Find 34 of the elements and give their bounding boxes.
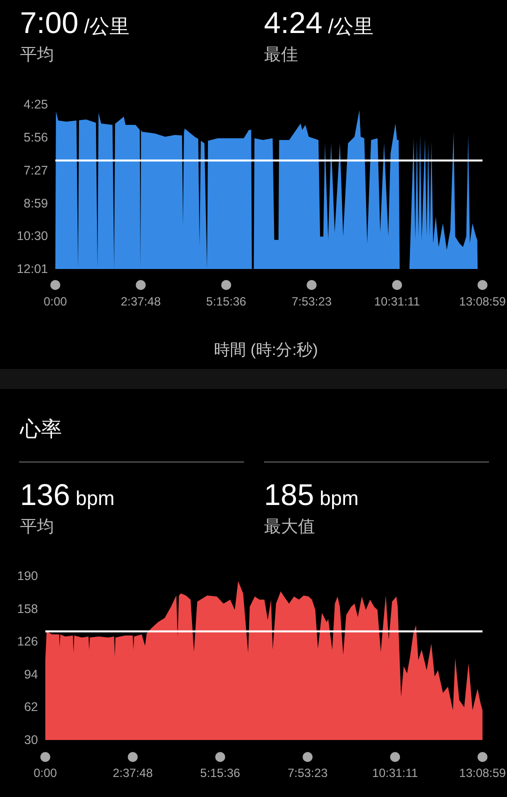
ytick: 30: [24, 733, 38, 747]
stat-label: 平均: [20, 45, 54, 64]
stat-label: 最大值: [264, 517, 315, 536]
stat-label: 平均: [20, 517, 54, 536]
ytick: 62: [24, 700, 38, 714]
stat-value: 4:24 /公里: [264, 7, 374, 40]
xtick: 5:15:36: [200, 766, 240, 780]
xtick: 13:08:59: [459, 766, 506, 780]
xtick: 7:53:23: [288, 766, 328, 780]
stat-value: 7:00 /公里: [20, 7, 130, 40]
stat-label: 最佳: [264, 45, 298, 64]
xtick: 0:00: [34, 766, 57, 780]
ytick: 7:27: [24, 163, 48, 178]
xtick: 7:53:23: [292, 294, 332, 309]
ytick: 10:30: [16, 229, 48, 244]
xtick: 0:00: [44, 294, 67, 309]
xtick: 2:37:48: [120, 294, 161, 309]
xtick: 2:37:48: [112, 766, 153, 780]
ytick: 94: [24, 667, 38, 682]
ytick: 12:01: [16, 262, 48, 276]
xtick: 5:15:36: [206, 294, 246, 309]
stat-value: 136 bpm: [20, 479, 115, 512]
ytick: 5:56: [24, 130, 48, 144]
xtick: 10:31:11: [372, 766, 418, 780]
ytick: 4:25: [24, 98, 48, 112]
ytick: 158: [17, 602, 38, 616]
xtick: 10:31:11: [374, 294, 420, 309]
stat-value: 185 bpm: [264, 479, 359, 512]
title: 心率: [20, 418, 62, 441]
ytick: 190: [17, 569, 38, 583]
ytick: 8:59: [24, 196, 48, 210]
ytick: 126: [17, 634, 38, 649]
xlabel: 時間 (時:分:秒): [214, 342, 318, 359]
xtick: 13:08:59: [459, 294, 506, 309]
